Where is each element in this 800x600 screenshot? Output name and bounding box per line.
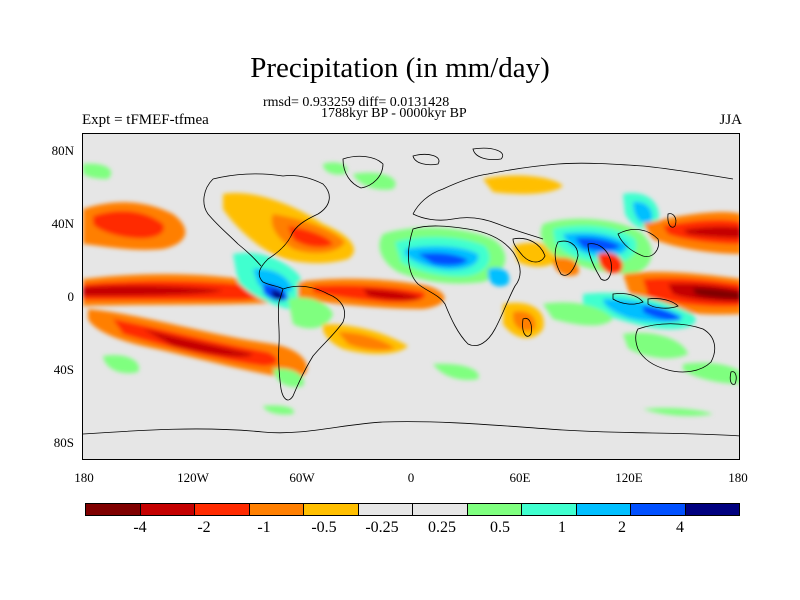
period-subtitle: 1788kyr BP - 0000kyr BP (321, 106, 467, 121)
colorbar (85, 503, 740, 516)
lon-tick-180w: 180 (74, 470, 94, 485)
colorbar-label: 0.25 (428, 519, 456, 536)
colorbar-swatch (358, 504, 413, 515)
lon-tick-0: 0 (407, 470, 415, 485)
colorbar-label: -2 (197, 519, 211, 536)
colorbar-swatch (685, 504, 739, 515)
colorbar-label: -0.5 (311, 519, 337, 536)
colorbar-swatch (195, 504, 250, 515)
colorbar-swatch (522, 504, 577, 515)
colorbar-label: 2 (618, 519, 626, 536)
season-label: JJA (719, 112, 742, 128)
stats-subtitle: rmsd= 0.933259 diff= 0.0131428 (263, 95, 450, 110)
colorbar-label: -4 (133, 519, 147, 536)
lon-tick-180e: 180 (728, 470, 748, 485)
colorbar-label: 1 (558, 519, 566, 536)
lat-tick-80n: 80N (51, 143, 74, 158)
colorbar-swatch (631, 504, 686, 515)
colorbar-swatch (86, 504, 141, 515)
colorbar-swatch (140, 504, 195, 515)
lon-tick-120w: 120W (177, 470, 209, 485)
colorbar-swatch (576, 504, 631, 515)
colorbar-label: 0.5 (490, 519, 510, 536)
colorbar-swatch (413, 504, 468, 515)
europe-dry (483, 175, 563, 194)
map-canvas (83, 134, 739, 459)
colorbar-label: -0.25 (365, 519, 399, 536)
precipitation-map (82, 133, 740, 460)
coastlines (83, 147, 739, 437)
lat-tick-40n: 40N (51, 216, 74, 231)
lon-tick-60w: 60W (289, 470, 315, 485)
colorbar-swatch (304, 504, 359, 515)
lon-tick-60e: 60E (509, 470, 531, 485)
experiment-label: Expt = tFMEF-tfmea (82, 112, 209, 128)
lon-tick-120e: 120E (615, 470, 643, 485)
chart-title: Precipitation (in mm/day) (250, 52, 550, 84)
colorbar-label: 4 (676, 519, 684, 536)
lat-tick-80s: 80S (53, 435, 74, 450)
lat-tick-0: 0 (67, 289, 75, 304)
lat-tick-40s: 40S (53, 362, 74, 377)
colorbar-swatch (249, 504, 304, 515)
amazon-wet (288, 297, 333, 329)
colorbar-label: -1 (257, 519, 271, 536)
anomaly-shading (83, 162, 739, 417)
colorbar-swatch (467, 504, 522, 515)
